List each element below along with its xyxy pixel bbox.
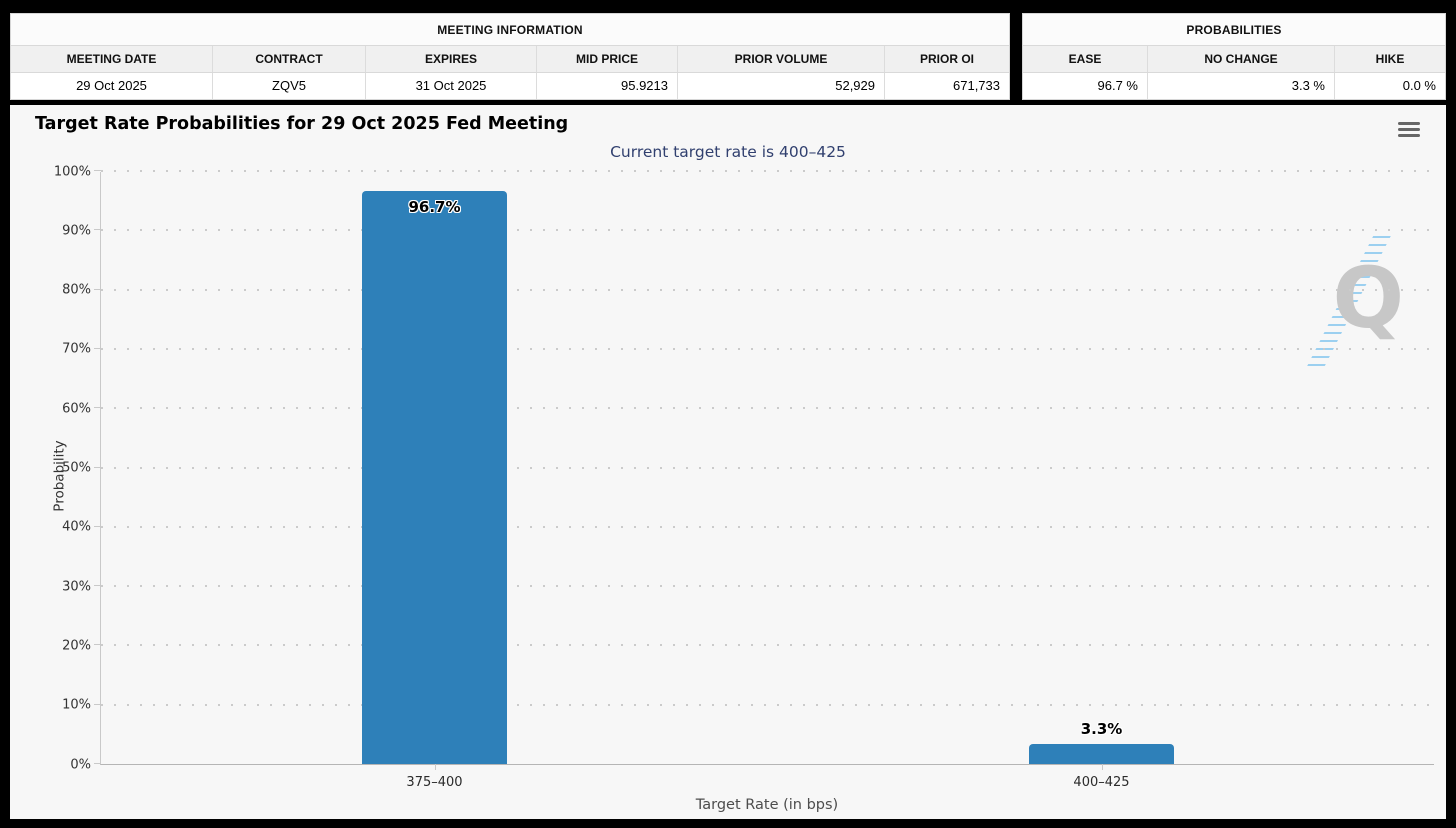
y-axis-tick-0 bbox=[94, 763, 101, 764]
y-axis-label-0: 0% bbox=[70, 757, 91, 772]
quikstrike-watermark-logo: Q bbox=[1307, 236, 1408, 366]
bar-value-label-375–400: 96.7% bbox=[408, 197, 461, 216]
x-axis-title: Target Rate (in bps) bbox=[695, 797, 839, 813]
target-rate-probabilities-chart: Target Rate Probabilities for 29 Oct 202… bbox=[10, 105, 1446, 819]
plot-area: Q 0% 10% 20% 30% 40% 50% 60% 70% 80% 90% 100% 96.7%… bbox=[54, 164, 1434, 790]
bar-value-label-400–425: 3.3% bbox=[1080, 720, 1123, 739]
y-gridline-60 bbox=[101, 407, 1434, 410]
contract-value: ZQV5 bbox=[213, 73, 366, 99]
y-gridline-30 bbox=[101, 585, 1434, 588]
y-axis-label-20: 20% bbox=[62, 638, 91, 654]
meeting-information-header-row: MEETING DATE CONTRACT EXPIRES MID PRICE … bbox=[11, 46, 1009, 73]
y-gridline-40 bbox=[101, 525, 1434, 528]
y-gridline-100 bbox=[101, 170, 1434, 172]
y-axis-tick-50 bbox=[94, 466, 101, 468]
meeting-date-value: 29 Oct 2025 bbox=[11, 73, 213, 99]
y-axis-tick-70 bbox=[94, 347, 101, 349]
ease-value: 96.7 % bbox=[1023, 73, 1148, 99]
y-axis-label-70: 70% bbox=[62, 341, 91, 357]
y-gridline-50 bbox=[101, 466, 1434, 469]
y-gridline-10 bbox=[101, 703, 1434, 706]
expires-value: 31 Oct 2025 bbox=[366, 73, 537, 99]
hamburger-menu-icon[interactable] bbox=[1398, 118, 1422, 140]
column-header-prior-oi: PRIOR OI bbox=[919, 52, 974, 66]
hike-value: 0.0 % bbox=[1402, 78, 1436, 93]
prior-oi-value: 671,733 bbox=[953, 78, 1000, 93]
y-axis-label-30: 30% bbox=[62, 579, 91, 595]
x-axis-tick-375–400 bbox=[434, 764, 436, 770]
meeting-information-value-row: 29 Oct 2025 ZQV5 31 Oct 2025 95.9213 52,… bbox=[11, 73, 1009, 99]
probabilities-table: PROBABILITIES EASE NO CHANGE HIKE 96.7 %… bbox=[1022, 13, 1446, 100]
probabilities-header-row: EASE NO CHANGE HIKE bbox=[1023, 46, 1445, 73]
bar-400–425[interactable]: 3.3% bbox=[1029, 720, 1174, 764]
watermark-stripes bbox=[1307, 236, 1391, 366]
x-axis-label-375–400: 375–400 bbox=[406, 775, 463, 790]
probabilities-title: PROBABILITIES bbox=[1023, 14, 1445, 46]
y-axis-title: Probability bbox=[51, 440, 68, 512]
info-tables-row: MEETING INFORMATION MEETING DATE CONTRAC… bbox=[10, 13, 1446, 100]
y-axis-tick-30 bbox=[94, 585, 101, 587]
y-axis-label-40: 40% bbox=[62, 519, 91, 535]
column-header-mid-price: MID PRICE bbox=[537, 46, 678, 72]
y-axis-tick-20 bbox=[94, 644, 101, 646]
y-axis-label-80: 80% bbox=[62, 282, 91, 298]
mid-price-value: 95.9213 bbox=[537, 73, 678, 99]
column-header-contract: CONTRACT bbox=[213, 46, 366, 72]
prior-volume-value: 52,929 bbox=[678, 73, 885, 99]
column-header-prior-volume: PRIOR VOLUME bbox=[678, 46, 885, 72]
meeting-information-title: MEETING INFORMATION bbox=[11, 14, 1009, 46]
y-gridline-80 bbox=[101, 288, 1434, 291]
y-gridline-20 bbox=[101, 644, 1434, 647]
y-axis-label-100: 100% bbox=[53, 164, 91, 179]
y-axis-tick-10 bbox=[94, 703, 101, 705]
chart-subtitle: Current target rate is 400–425 bbox=[610, 143, 846, 161]
watermark-q-letter: Q bbox=[1332, 249, 1404, 347]
y-axis-tick-90 bbox=[94, 229, 101, 231]
column-header-no-change: NO CHANGE bbox=[1148, 46, 1335, 72]
x-axis-tick-400–425 bbox=[1101, 764, 1103, 770]
probabilities-value-row: 96.7 % 3.3 % 0.0 % bbox=[1023, 73, 1445, 99]
y-axis-tick-80 bbox=[94, 288, 101, 290]
y-axis-tick-40 bbox=[94, 525, 101, 527]
column-header-ease: EASE bbox=[1023, 46, 1148, 72]
bar-375–400[interactable]: 96.7% bbox=[362, 190, 507, 764]
column-header-expires: EXPIRES bbox=[366, 46, 537, 72]
y-gridline-70 bbox=[101, 347, 1434, 350]
y-axis-label-10: 10% bbox=[62, 697, 91, 713]
column-header-hike: HIKE bbox=[1375, 52, 1405, 66]
no-change-value: 3.3 % bbox=[1148, 73, 1335, 99]
y-axis-label-50: 50% bbox=[62, 460, 91, 476]
y-axis-tick-60 bbox=[94, 407, 101, 409]
y-axis-label-90: 90% bbox=[62, 223, 91, 239]
meeting-information-table: MEETING INFORMATION MEETING DATE CONTRAC… bbox=[10, 13, 1010, 100]
y-gridline-90 bbox=[101, 229, 1434, 232]
x-axis-label-400–425: 400–425 bbox=[1073, 775, 1130, 790]
y-axis-label-60: 60% bbox=[62, 401, 91, 417]
column-header-meeting-date: MEETING DATE bbox=[11, 46, 213, 72]
chart-title: Target Rate Probabilities for 29 Oct 202… bbox=[35, 114, 569, 134]
y-axis-tick-100 bbox=[94, 170, 101, 171]
